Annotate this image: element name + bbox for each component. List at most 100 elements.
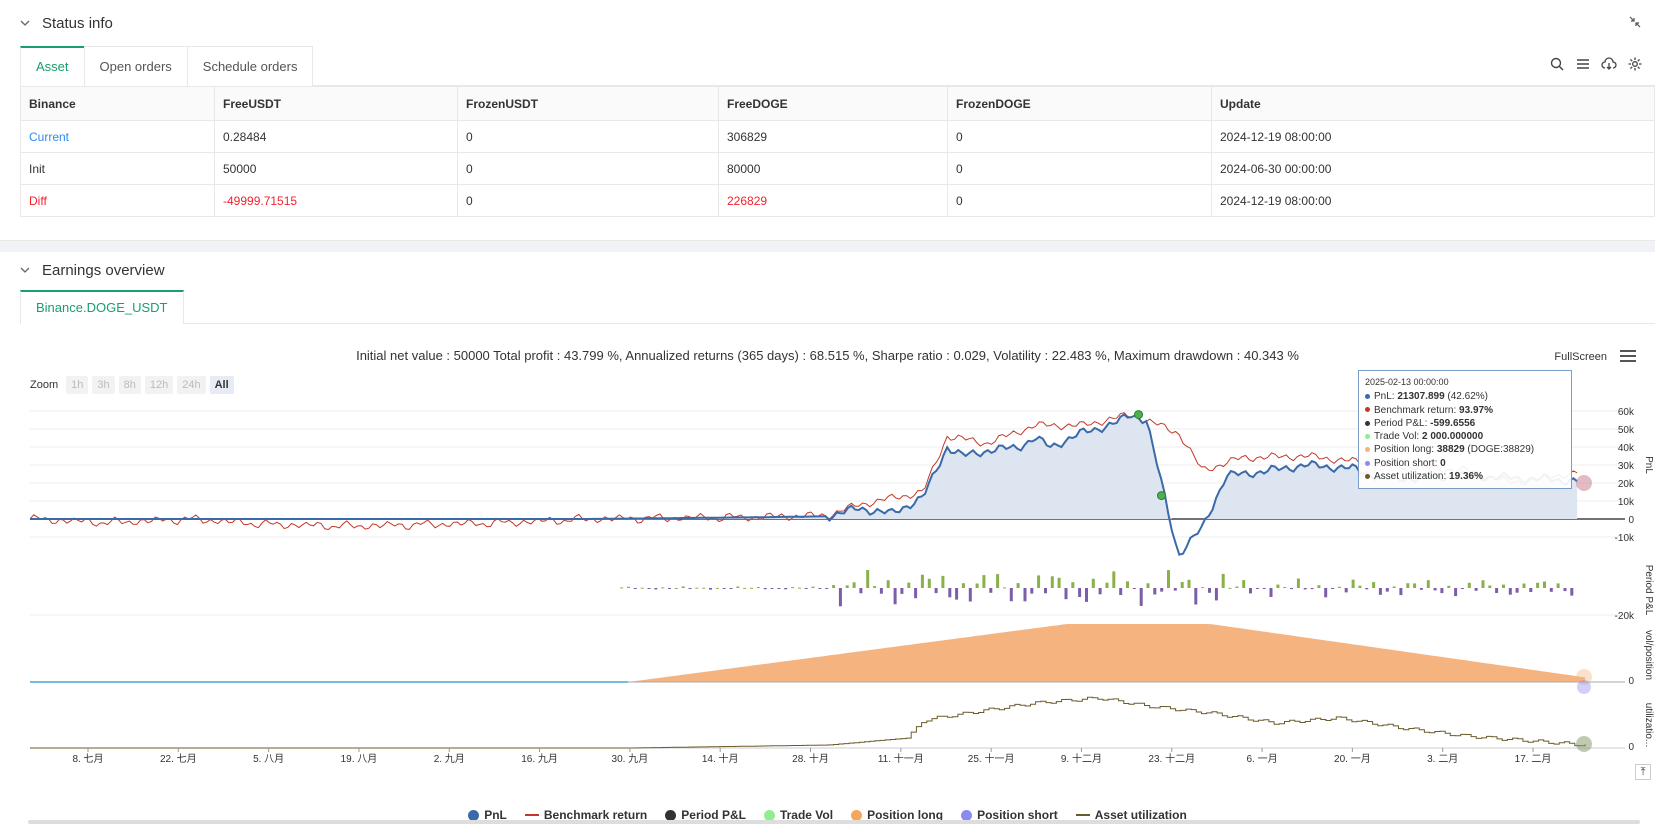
zoom-3h-button[interactable]: 3h xyxy=(92,376,115,394)
legend-position-long[interactable]: Position long xyxy=(851,808,943,822)
zoom-all-button[interactable]: All xyxy=(209,376,234,394)
row-label-diff: Diff xyxy=(20,184,215,217)
status-tabs: Asset Open orders Schedule orders xyxy=(20,46,1655,86)
search-icon[interactable] xyxy=(1549,56,1565,72)
x-tick-label: 23. 十二月 xyxy=(1148,752,1195,765)
row-label-current[interactable]: Current xyxy=(20,120,215,153)
x-tick-label: 20. 一月 xyxy=(1334,753,1371,765)
period-bar xyxy=(647,588,651,589)
y-tick-label: -10k xyxy=(1615,533,1635,544)
x-tick-label: 14. 十月 xyxy=(702,752,739,765)
period-bar xyxy=(1378,588,1382,595)
table-header-row: Binance FreeUSDT FrozenUSDT FreeDOGE Fro… xyxy=(20,86,1655,121)
period-bar xyxy=(1358,585,1362,588)
period-bar xyxy=(811,586,815,588)
period-bar xyxy=(1160,588,1164,592)
hover-marker xyxy=(1576,669,1592,685)
period-bar xyxy=(1522,583,1526,588)
table-cell: 2024-06-30 00:00:00 xyxy=(1211,152,1655,185)
period-bar xyxy=(1242,580,1246,588)
period-bar xyxy=(886,580,890,588)
legend-pnl[interactable]: PnL xyxy=(468,808,507,822)
x-tick-label: 22. 七月 xyxy=(160,753,197,765)
period-bar xyxy=(1276,584,1280,588)
period-bar xyxy=(1050,576,1054,588)
period-bar xyxy=(1467,582,1471,588)
trade-marker xyxy=(1156,491,1166,501)
period-bar xyxy=(1399,588,1403,596)
zoom-12h-button[interactable]: 12h xyxy=(144,376,174,394)
menu-icon[interactable] xyxy=(1619,349,1637,363)
legend-benchmark[interactable]: Benchmark return xyxy=(524,808,647,822)
legend-position-short[interactable]: Position short xyxy=(961,808,1058,822)
period-bar xyxy=(1091,578,1095,588)
period-bar xyxy=(1167,570,1170,588)
period-bar xyxy=(1365,588,1369,590)
x-tick-label: 8. 七月 xyxy=(72,753,103,765)
y-tick-label: 30k xyxy=(1618,461,1635,472)
period-bar xyxy=(1228,587,1232,589)
period-bar xyxy=(838,588,842,607)
period-bar xyxy=(866,570,870,588)
chart-navigator-scrollbar[interactable] xyxy=(28,820,1640,824)
period-bar xyxy=(1337,586,1341,588)
period-bar xyxy=(825,588,829,589)
position-axis-label: vol/position xyxy=(1643,630,1654,680)
status-panel: Status info Asset Open orders Schedule o… xyxy=(0,0,1655,241)
period-bar xyxy=(1269,588,1273,597)
zoom-8h-button[interactable]: 8h xyxy=(118,376,141,394)
period-bar xyxy=(982,575,986,588)
zoom-controls: Zoom 1h 3h 8h 12h 24h All xyxy=(30,376,234,394)
period-bar xyxy=(1139,588,1143,606)
tab-schedule-orders[interactable]: Schedule orders xyxy=(186,46,314,86)
period-bar xyxy=(1187,579,1191,588)
zoom-24h-button[interactable]: 24h xyxy=(177,376,206,394)
tab-open-orders[interactable]: Open orders xyxy=(83,46,188,86)
period-bar xyxy=(1119,588,1123,595)
table-cell: 0 xyxy=(947,184,1212,217)
table-cell: 306829 xyxy=(718,120,948,153)
period-bar xyxy=(1221,573,1225,588)
status-header[interactable]: Status info xyxy=(0,0,1655,46)
cloud-download-icon[interactable] xyxy=(1601,56,1617,72)
period-bar xyxy=(736,586,740,588)
period-bar xyxy=(955,588,959,600)
period-bar xyxy=(1385,588,1389,592)
chevron-down-icon[interactable] xyxy=(20,18,30,28)
zoom-1h-button[interactable]: 1h xyxy=(66,376,89,394)
legend-trade-vol[interactable]: Trade Vol xyxy=(763,808,833,822)
period-bar xyxy=(1529,588,1533,592)
fullscreen-button[interactable]: FullScreen xyxy=(1554,351,1607,363)
chevron-down-icon[interactable] xyxy=(20,265,30,275)
collapse-icon[interactable] xyxy=(1629,16,1641,28)
earnings-header[interactable]: Earnings overview xyxy=(0,256,1655,284)
period-bar xyxy=(750,587,753,589)
x-tick-label: 16. 九月 xyxy=(521,753,558,765)
legend-period-pnl[interactable]: Period P&L xyxy=(665,808,746,822)
scroll-top-button[interactable]: ⤒ xyxy=(1635,764,1651,780)
period-bar xyxy=(620,587,624,589)
period-bar xyxy=(674,588,678,589)
y-tick-label: 10k xyxy=(1618,497,1635,508)
list-icon[interactable] xyxy=(1575,56,1591,72)
period-bar xyxy=(1419,588,1423,590)
period-bar xyxy=(1023,588,1027,602)
legend-asset-utilization[interactable]: Asset utilization xyxy=(1075,808,1187,822)
hover-marker xyxy=(1576,475,1592,491)
period-bar xyxy=(1235,586,1239,588)
y-tick-label: 0 xyxy=(1628,676,1634,687)
period-bar xyxy=(1262,588,1266,589)
table-cell: -49999.71515 xyxy=(214,184,458,217)
tab-asset[interactable]: Asset xyxy=(20,46,85,86)
tooltip-util: Asset utilization: 19.36% xyxy=(1365,470,1565,483)
period-bar xyxy=(633,588,637,589)
period-bar xyxy=(1372,582,1376,588)
gear-icon[interactable] xyxy=(1627,56,1643,72)
y-tick-label: 60k xyxy=(1618,407,1635,418)
y-tick-label: 0 xyxy=(1628,515,1634,526)
period-axis-label: Period P&L xyxy=(1643,565,1654,616)
period-bar xyxy=(1030,588,1034,594)
period-bar xyxy=(1310,588,1314,590)
tab-binance-doge-usdt[interactable]: Binance.DOGE_USDT xyxy=(20,290,184,324)
period-bar xyxy=(914,588,918,599)
